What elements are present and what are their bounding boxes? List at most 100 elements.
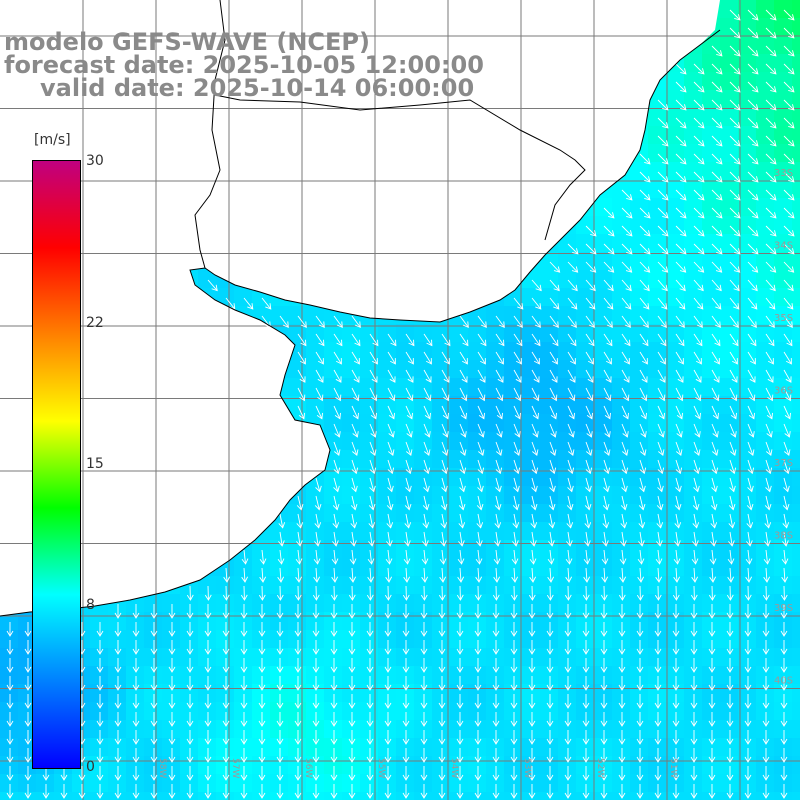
wind-cell <box>594 576 613 595</box>
wind-cell <box>666 558 685 577</box>
wind-arrow <box>585 495 590 510</box>
wind-arrow <box>711 549 715 564</box>
wind-cell <box>648 774 667 793</box>
wind-arrow-head <box>752 194 759 201</box>
wind-arrow-head <box>404 540 411 547</box>
wind-cell <box>648 378 667 397</box>
wind-arrow-head <box>711 467 719 475</box>
wind-arrow <box>603 333 613 346</box>
wind-arrow <box>765 567 768 582</box>
longitude-label: 57W <box>230 758 240 778</box>
wind-arrow-head <box>780 648 788 655</box>
wind-cell <box>468 684 487 703</box>
wind-arrow-head <box>384 630 392 637</box>
latitude-label: 40S <box>774 676 793 687</box>
wind-cell <box>648 540 667 559</box>
wind-arrow <box>783 63 795 75</box>
wind-cell <box>162 774 181 793</box>
wind-arrow-head <box>654 612 662 619</box>
wind-arrow <box>333 405 341 419</box>
wind-cell <box>738 288 757 307</box>
wind-arrow-head <box>438 648 446 655</box>
wind-cell <box>684 288 703 307</box>
wind-arrow-head <box>294 774 302 781</box>
wind-arrow-head <box>641 394 648 402</box>
wind-arrow <box>531 369 540 383</box>
wind-cell <box>540 324 559 343</box>
wind-arrow <box>333 351 342 365</box>
wind-cell <box>414 414 433 433</box>
wind-cell <box>576 738 595 757</box>
wind-arrow-head <box>640 412 647 420</box>
wind-arrow <box>621 333 631 346</box>
wind-cell <box>684 306 703 325</box>
wind-arrow-head <box>492 612 500 619</box>
wind-arrow <box>495 369 504 383</box>
wind-arrow-head <box>744 630 752 637</box>
wind-arrow <box>675 99 687 111</box>
wind-arrow-head <box>698 230 705 237</box>
wind-arrow-head <box>708 756 716 763</box>
wind-arrow-head <box>314 503 322 511</box>
wind-arrow-head <box>624 358 630 365</box>
wind-arrow <box>351 387 359 401</box>
wind-arrow-head <box>335 394 342 402</box>
wind-arrow <box>783 225 795 237</box>
wind-cell <box>648 738 667 757</box>
wind-cell <box>738 414 757 433</box>
wind-arrow-head <box>348 594 356 601</box>
wind-arrow <box>405 441 412 456</box>
wind-arrow-head <box>528 774 536 781</box>
wind-arrow-head <box>698 212 705 219</box>
wind-arrow-head <box>456 792 464 799</box>
wind-cell <box>414 324 433 343</box>
wind-arrow <box>387 405 395 419</box>
wind-arrow-head <box>618 756 626 763</box>
wind-arrow-head <box>590 230 597 237</box>
wind-arrow <box>765 135 777 147</box>
wind-arrow-head <box>492 756 500 763</box>
wind-arrow-head <box>696 321 703 328</box>
wind-arrow-head <box>348 774 356 781</box>
wind-arrow-head <box>259 576 267 583</box>
wind-arrow <box>657 99 669 111</box>
wind-arrow <box>747 189 759 201</box>
wind-arrow-head <box>569 376 576 383</box>
wind-cell <box>450 594 469 613</box>
wind-arrow-head <box>348 702 356 709</box>
wind-arrow-head <box>354 358 360 365</box>
wind-arrow <box>423 513 428 528</box>
wind-arrow <box>513 567 516 582</box>
wind-arrow-head <box>788 68 795 75</box>
wind-cell <box>576 396 595 415</box>
wind-cell <box>360 504 379 523</box>
wind-arrow-head <box>636 666 644 673</box>
wind-arrow <box>639 279 650 291</box>
wind-cell <box>468 522 487 541</box>
wind-arrow-head <box>564 756 572 763</box>
wind-arrow <box>549 513 554 528</box>
wind-arrow-head <box>444 339 451 347</box>
wind-arrow <box>567 243 579 255</box>
wind-arrow-head <box>366 648 374 655</box>
wind-arrow-head <box>6 738 14 745</box>
wind-cell <box>234 666 253 685</box>
wind-arrow <box>351 567 354 582</box>
wind-cell <box>576 774 595 793</box>
wind-arrow <box>765 495 770 510</box>
wind-arrow-head <box>402 792 410 799</box>
wind-arrow <box>711 459 717 474</box>
wind-arrow-head <box>114 666 122 673</box>
wind-arrow-head <box>752 68 759 75</box>
wind-cell <box>270 522 289 541</box>
wind-cell <box>288 684 307 703</box>
wind-cell <box>270 576 289 595</box>
wind-arrow-head <box>534 321 541 328</box>
wind-cell <box>720 594 739 613</box>
wind-arrow <box>711 225 723 237</box>
wind-arrow <box>711 243 723 255</box>
wind-cell <box>162 684 181 703</box>
wind-arrow <box>693 81 705 93</box>
wind-cell <box>540 648 559 667</box>
wind-arrow <box>585 459 591 474</box>
